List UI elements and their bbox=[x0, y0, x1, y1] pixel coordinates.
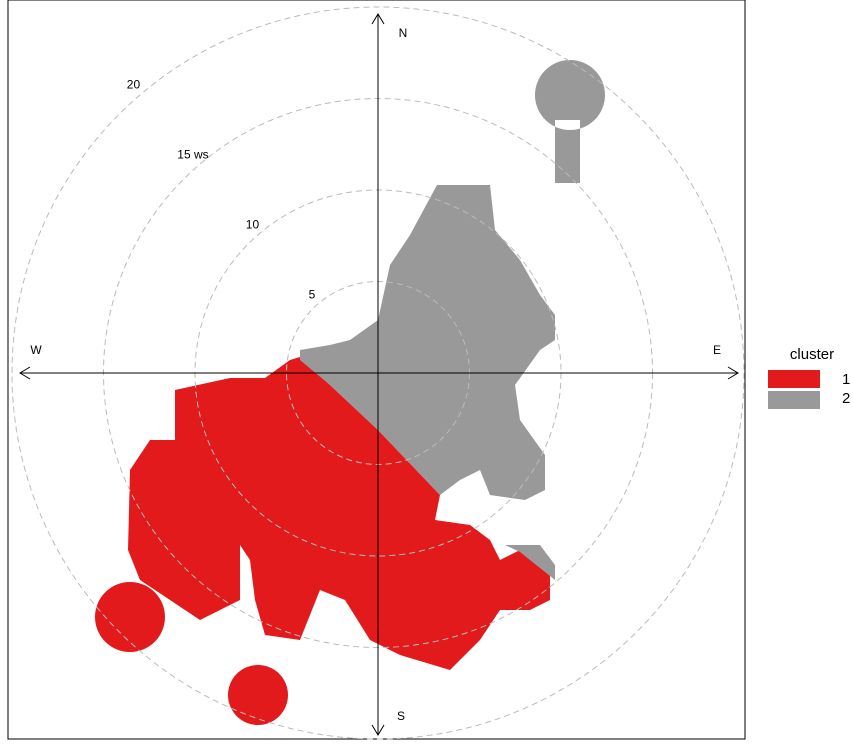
ring-label: 20 bbox=[127, 77, 141, 91]
legend-swatch bbox=[768, 391, 820, 409]
axes bbox=[19, 13, 739, 736]
arrow-s bbox=[371, 724, 385, 736]
ring-label: 5 bbox=[309, 287, 316, 301]
direction-label: E bbox=[713, 343, 721, 357]
legend-label: 1 bbox=[842, 371, 850, 388]
grid-ring bbox=[11, 6, 745, 740]
arrow-e bbox=[727, 366, 739, 380]
legend-title: cluster bbox=[790, 346, 834, 363]
arrow-w bbox=[19, 366, 31, 380]
ring-label: 15 ws bbox=[177, 147, 208, 161]
cluster-region bbox=[300, 60, 605, 580]
direction-label: W bbox=[30, 343, 42, 357]
legend-swatch bbox=[768, 370, 820, 388]
direction-label: N bbox=[399, 26, 408, 40]
plot-frame bbox=[7, 0, 746, 740]
ring-label: 10 bbox=[246, 217, 260, 231]
cluster-region bbox=[95, 357, 550, 725]
arrow-n bbox=[371, 13, 385, 25]
legend-label: 2 bbox=[842, 390, 850, 407]
regions bbox=[95, 60, 605, 725]
legend: 12 bbox=[768, 370, 850, 409]
direction-label: S bbox=[397, 709, 405, 723]
